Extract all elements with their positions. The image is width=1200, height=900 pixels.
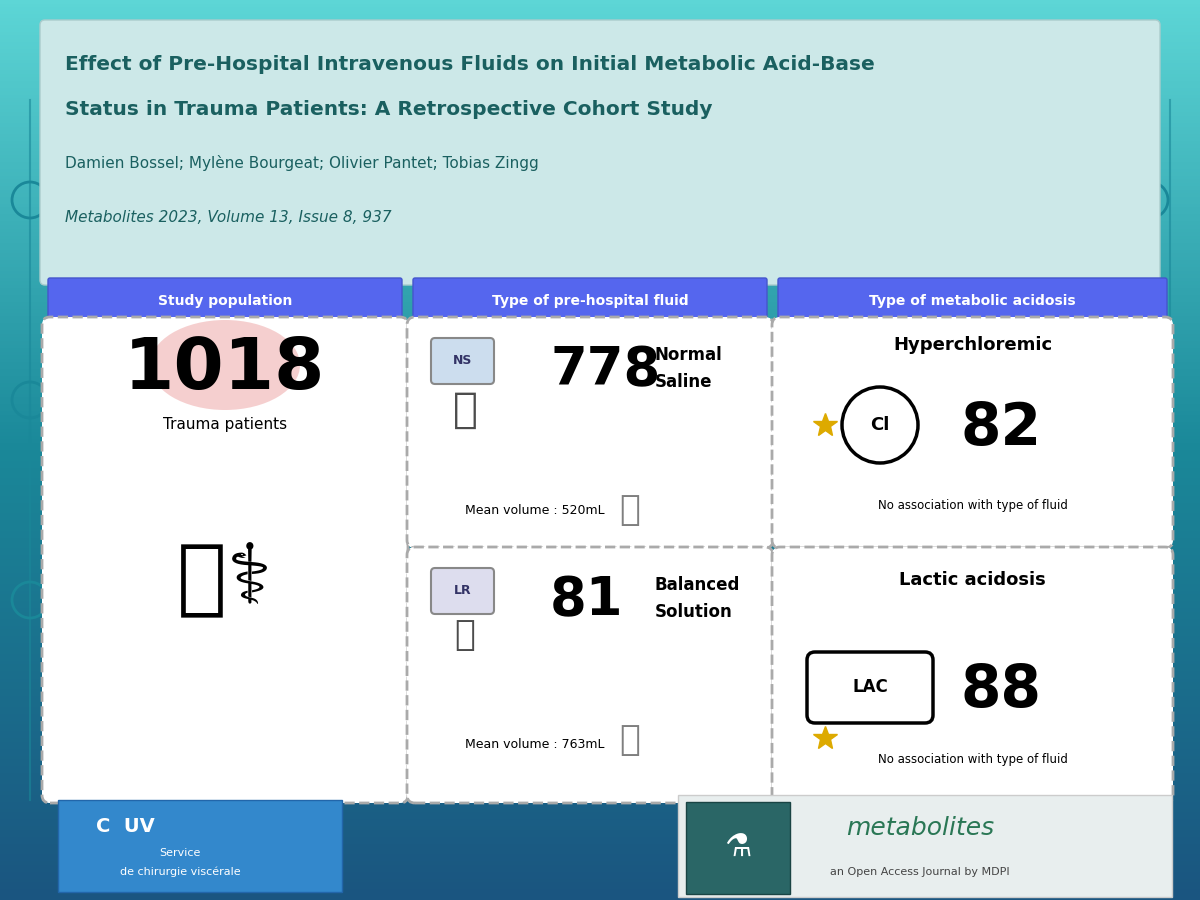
FancyBboxPatch shape [772, 317, 1174, 548]
Text: No association with type of fluid: No association with type of fluid [877, 753, 1068, 767]
FancyBboxPatch shape [431, 338, 494, 384]
Text: Status in Trauma Patients: A Retrospective Cohort Study: Status in Trauma Patients: A Retrospecti… [65, 100, 713, 119]
FancyBboxPatch shape [407, 317, 773, 548]
Text: Effect of Pre-Hospital Intravenous Fluids on Initial Metabolic Acid-Base: Effect of Pre-Hospital Intravenous Fluid… [65, 55, 875, 74]
Text: 1018: 1018 [125, 336, 325, 404]
FancyBboxPatch shape [431, 568, 494, 614]
Text: LR: LR [454, 584, 472, 598]
FancyBboxPatch shape [42, 317, 408, 803]
Text: 💊: 💊 [455, 618, 475, 652]
Text: 88: 88 [960, 662, 1042, 718]
Text: 🧑‍⚕️: 🧑‍⚕️ [178, 539, 272, 620]
Text: 778: 778 [550, 344, 660, 396]
Text: de chirurgie viscérale: de chirurgie viscérale [120, 867, 240, 877]
FancyBboxPatch shape [40, 20, 1160, 285]
FancyBboxPatch shape [407, 547, 773, 803]
Text: Mean volume : 520mL: Mean volume : 520mL [466, 503, 605, 517]
Text: Damien Bossel; Mylène Bourgeat; Olivier Pantet; Tobias Zingg: Damien Bossel; Mylène Bourgeat; Olivier … [65, 155, 539, 171]
Text: Lactic acidosis: Lactic acidosis [899, 571, 1046, 589]
Text: Normal: Normal [655, 346, 722, 364]
FancyBboxPatch shape [772, 547, 1174, 803]
Text: Service: Service [160, 848, 200, 858]
Text: Type of metabolic acidosis: Type of metabolic acidosis [869, 294, 1076, 308]
Text: Solution: Solution [655, 603, 733, 621]
Text: 💧: 💧 [452, 389, 478, 431]
Text: 💧: 💧 [619, 723, 641, 757]
Circle shape [842, 387, 918, 463]
Text: 💧: 💧 [619, 493, 641, 527]
Text: 81: 81 [550, 574, 624, 626]
Text: Mean volume : 763mL: Mean volume : 763mL [466, 739, 605, 752]
Text: Saline: Saline [655, 373, 713, 391]
Text: Cl: Cl [870, 416, 889, 434]
FancyBboxPatch shape [58, 800, 342, 892]
Text: 82: 82 [960, 400, 1042, 456]
Text: Study population: Study population [158, 294, 292, 308]
Text: Trauma patients: Trauma patients [163, 418, 287, 433]
Text: Hyperchloremic: Hyperchloremic [893, 336, 1052, 354]
Text: Type of pre-hospital fluid: Type of pre-hospital fluid [492, 294, 689, 308]
FancyBboxPatch shape [413, 278, 767, 324]
Text: ⚗: ⚗ [725, 833, 751, 862]
Text: an Open Access Journal by MDPI: an Open Access Journal by MDPI [830, 867, 1010, 877]
FancyBboxPatch shape [678, 795, 1172, 897]
Text: NS: NS [452, 355, 472, 367]
Text: C  UV: C UV [96, 817, 155, 836]
FancyBboxPatch shape [48, 278, 402, 324]
Ellipse shape [150, 320, 300, 410]
Text: metabolites: metabolites [846, 816, 994, 840]
Text: LAC: LAC [852, 679, 888, 697]
Text: Balanced: Balanced [655, 576, 740, 594]
Text: No association with type of fluid: No association with type of fluid [877, 499, 1068, 511]
FancyBboxPatch shape [686, 802, 790, 894]
FancyBboxPatch shape [778, 278, 1166, 324]
FancyBboxPatch shape [808, 652, 934, 723]
Text: Metabolites 2023, Volume 13, Issue 8, 937: Metabolites 2023, Volume 13, Issue 8, 93… [65, 210, 391, 225]
